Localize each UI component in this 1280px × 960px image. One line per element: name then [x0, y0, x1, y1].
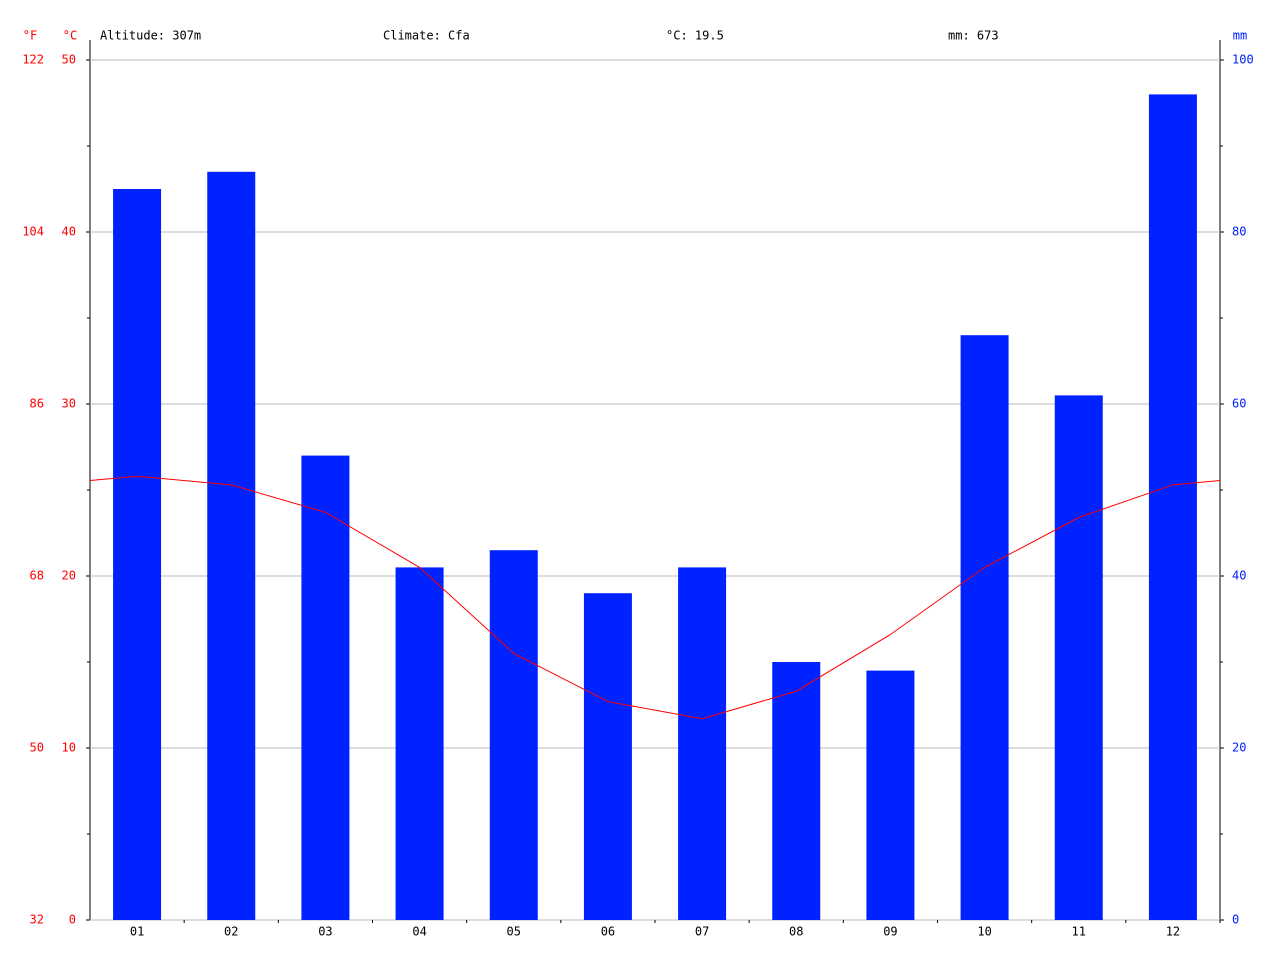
x-tick-label: 09: [883, 925, 897, 939]
fahrenheit-unit: °F: [23, 29, 37, 43]
y-tick-label: 30: [62, 397, 76, 411]
bar: [772, 662, 821, 920]
x-tick-label: 11: [1072, 925, 1086, 939]
fahrenheit-tick-label: 32: [30, 913, 44, 927]
mm-unit: mm: [1233, 29, 1247, 43]
y-tick-label: 0: [69, 913, 76, 927]
y2-tick-label: 80: [1232, 225, 1246, 239]
x-tick-label: 04: [412, 925, 426, 939]
bar: [489, 550, 538, 920]
y-tick-label: 10: [62, 741, 76, 755]
celsius-unit: °C: [63, 29, 77, 43]
y2-tick-label: 0: [1232, 913, 1239, 927]
bar: [1054, 395, 1103, 920]
header-text: mm: 673: [948, 29, 999, 43]
fahrenheit-tick-label: 104: [22, 225, 44, 239]
bar: [866, 670, 915, 920]
bar: [113, 189, 162, 920]
x-tick-label: 05: [507, 925, 521, 939]
x-tick-label: 08: [789, 925, 803, 939]
header-text: °C: 19.5: [666, 29, 724, 43]
y2-tick-label: 60: [1232, 397, 1246, 411]
y-tick-label: 50: [62, 53, 76, 67]
bar: [301, 455, 350, 920]
x-tick-label: 10: [977, 925, 991, 939]
bar: [583, 593, 632, 920]
fahrenheit-tick-label: 50: [30, 741, 44, 755]
bar: [678, 567, 727, 920]
header-text: Climate: Cfa: [383, 29, 470, 43]
bar: [1148, 94, 1197, 920]
x-tick-label: 02: [224, 925, 238, 939]
bar: [960, 335, 1009, 920]
y2-tick-label: 100: [1232, 53, 1254, 67]
header-text: Altitude: 307m: [100, 29, 201, 43]
bar: [395, 567, 444, 920]
temperature-line: [89, 475, 1221, 720]
y2-tick-label: 20: [1232, 741, 1246, 755]
fahrenheit-tick-label: 122: [22, 53, 44, 67]
x-tick-label: 12: [1166, 925, 1180, 939]
y2-tick-label: 40: [1232, 569, 1246, 583]
fahrenheit-tick-label: 68: [30, 569, 44, 583]
x-tick-label: 06: [601, 925, 615, 939]
y-tick-label: 40: [62, 225, 76, 239]
fahrenheit-tick-label: 86: [30, 397, 44, 411]
x-tick-label: 01: [130, 925, 144, 939]
grid: [90, 59, 1220, 921]
bar: [207, 171, 256, 921]
x-tick-label: 03: [318, 925, 332, 939]
x-tick-label: 07: [695, 925, 709, 939]
y-tick-label: 20: [62, 569, 76, 583]
